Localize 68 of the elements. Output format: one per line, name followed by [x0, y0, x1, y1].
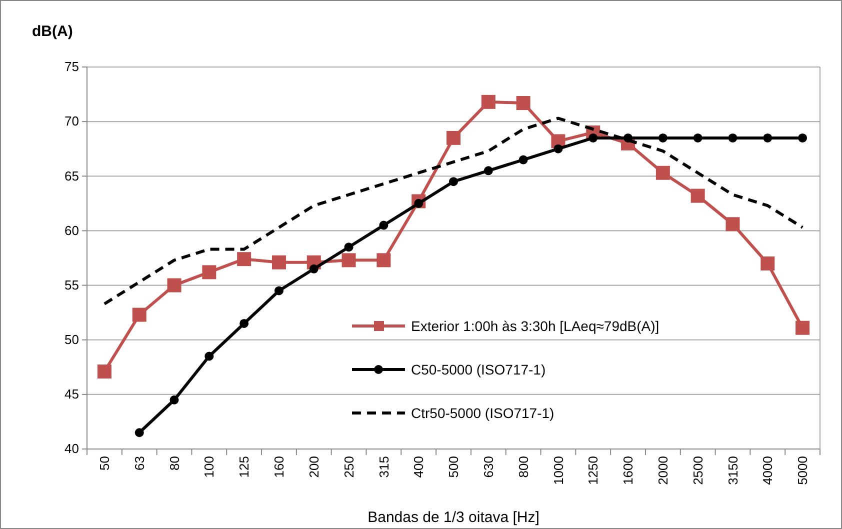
point	[344, 242, 354, 252]
point	[484, 166, 493, 176]
x-tick-label: 5000	[795, 456, 810, 485]
point	[726, 217, 740, 232]
point	[518, 155, 528, 164]
point	[796, 320, 810, 335]
point	[274, 286, 284, 296]
x-tick-label: 1250	[586, 456, 601, 485]
point	[272, 255, 286, 270]
y-tick-label: 60	[64, 222, 79, 238]
x-tick-label: 2500	[690, 456, 706, 485]
x-tick-label: 1000	[550, 456, 566, 485]
legend-label: Ctr50-5000 (ISO717-1)	[411, 404, 554, 421]
x-tick-label: 400	[411, 456, 426, 478]
y-tick-label: 50	[64, 332, 79, 348]
x-tick-label: 500	[446, 456, 462, 478]
point	[309, 264, 318, 274]
point	[376, 253, 391, 268]
point	[516, 96, 530, 110]
x-tick-label: 2000	[655, 456, 670, 485]
point	[240, 318, 249, 328]
x-tick-label: 630	[480, 456, 496, 478]
x-tick-label: 800	[516, 456, 531, 478]
y-tick-label: 75	[64, 59, 79, 74]
legend-label: Exterior 1:00h às 3:30h [LAeq≈79dB(A)]	[411, 318, 660, 334]
legend-label: C50-5000 (ISO717-1)	[411, 361, 546, 378]
point	[690, 188, 705, 203]
x-tick-label: 80	[166, 456, 182, 470]
point	[132, 308, 146, 322]
point	[134, 428, 144, 438]
x-tick-label: 160	[272, 456, 287, 478]
point	[167, 278, 182, 292]
x-tick-label: 4000	[760, 456, 776, 485]
y-tick-label: 40	[64, 441, 79, 456]
y-axis-title: dB(A)	[32, 23, 73, 40]
y-tick-label: 55	[64, 277, 79, 292]
point	[763, 133, 772, 142]
point	[656, 166, 670, 180]
point	[554, 144, 563, 154]
x-tick-label: 63	[132, 456, 147, 470]
x-tick-label: 1600	[620, 456, 636, 485]
point	[204, 352, 214, 361]
x-tick-label: 100	[202, 456, 217, 478]
x-tick-label: 315	[376, 456, 392, 478]
y-tick-label: 45	[64, 386, 79, 402]
point	[588, 133, 598, 142]
point	[379, 220, 388, 230]
x-axis-title: Bandas de 1/3 oitava [Hz]	[368, 509, 540, 526]
point	[728, 133, 738, 142]
x-tick-label: 125	[236, 456, 252, 478]
point	[693, 133, 702, 142]
x-tick-label: 250	[341, 456, 356, 478]
point	[170, 395, 179, 404]
x-tick-label: 3150	[725, 456, 740, 485]
point	[658, 133, 668, 142]
x-tick-label: 50	[97, 456, 112, 470]
point	[342, 253, 356, 268]
x-tick-label: 200	[306, 456, 322, 478]
point	[446, 130, 460, 145]
point	[202, 265, 216, 280]
point	[449, 177, 458, 186]
point	[798, 133, 808, 142]
point	[237, 252, 252, 266]
y-tick-label: 65	[64, 168, 79, 184]
point	[760, 256, 775, 270]
y-tick-label: 70	[64, 114, 79, 129]
point	[481, 94, 496, 109]
point	[97, 364, 112, 379]
